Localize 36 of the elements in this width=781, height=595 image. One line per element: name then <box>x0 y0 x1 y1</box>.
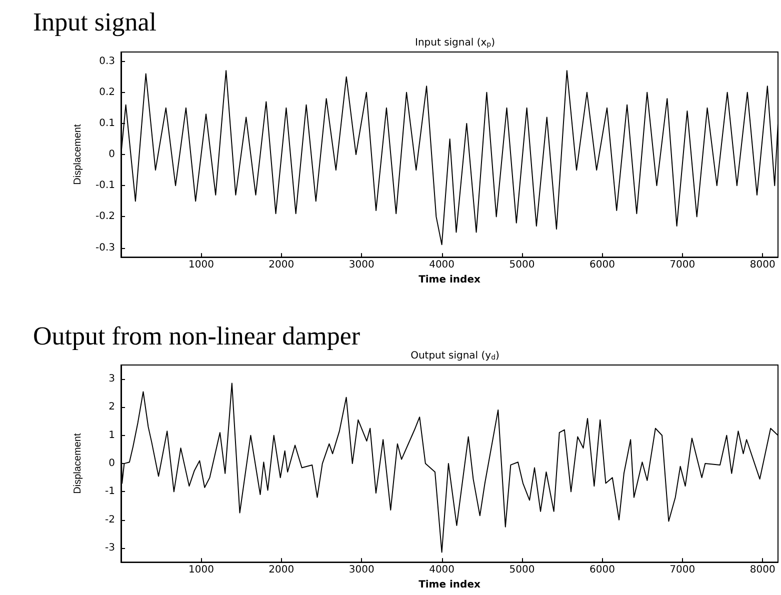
x-tick-label: 1000 <box>188 260 214 271</box>
x-tick-label: 4000 <box>429 260 455 271</box>
y-tick-label: 0.3 <box>99 56 115 67</box>
x-tick-label: 3000 <box>348 564 374 576</box>
y-tick-label: -1 <box>105 486 115 498</box>
x-tick-label: 2000 <box>268 564 294 576</box>
x-tick-label: 8000 <box>750 564 776 576</box>
y-tick-label: 0.1 <box>99 118 115 129</box>
x-tick-label: 1000 <box>188 564 214 576</box>
y-tick-label: -2 <box>105 514 115 526</box>
x-tick-label: 7000 <box>670 564 696 576</box>
x-tick-label: 6000 <box>589 260 615 271</box>
x-tick-label: 4000 <box>429 564 455 576</box>
x-tick-label: 7000 <box>670 260 696 271</box>
chart-title: Input signal <box>33 8 156 36</box>
y-tick-label: 0.2 <box>99 86 115 98</box>
x-tick-label: 5000 <box>509 564 535 576</box>
x-tick-label: 3000 <box>348 260 374 271</box>
y-tick-label: 0 <box>108 149 115 160</box>
x-tick-label: 6000 <box>589 564 615 576</box>
y-tick-label: 3 <box>108 374 115 385</box>
y-tick-label: 1 <box>108 430 115 441</box>
y-axis-title: Displacement <box>72 433 84 494</box>
x-axis-title: Time index <box>418 274 481 286</box>
chart-title: Output from non-linear damper <box>33 322 360 350</box>
y-tick-label: -0.1 <box>95 180 115 192</box>
y-tick-label: -0.3 <box>95 242 115 254</box>
x-tick-label: 8000 <box>750 260 776 271</box>
x-tick-label: 2000 <box>268 260 294 271</box>
y-tick-label: -3 <box>105 542 115 554</box>
x-tick-label: 5000 <box>509 260 535 271</box>
y-axis-title: Displacement <box>72 124 84 185</box>
x-axis-title: Time index <box>418 580 481 590</box>
y-tick-label: -0.2 <box>95 211 115 222</box>
y-tick-label: 0 <box>108 458 115 470</box>
y-tick-label: 2 <box>108 402 115 413</box>
